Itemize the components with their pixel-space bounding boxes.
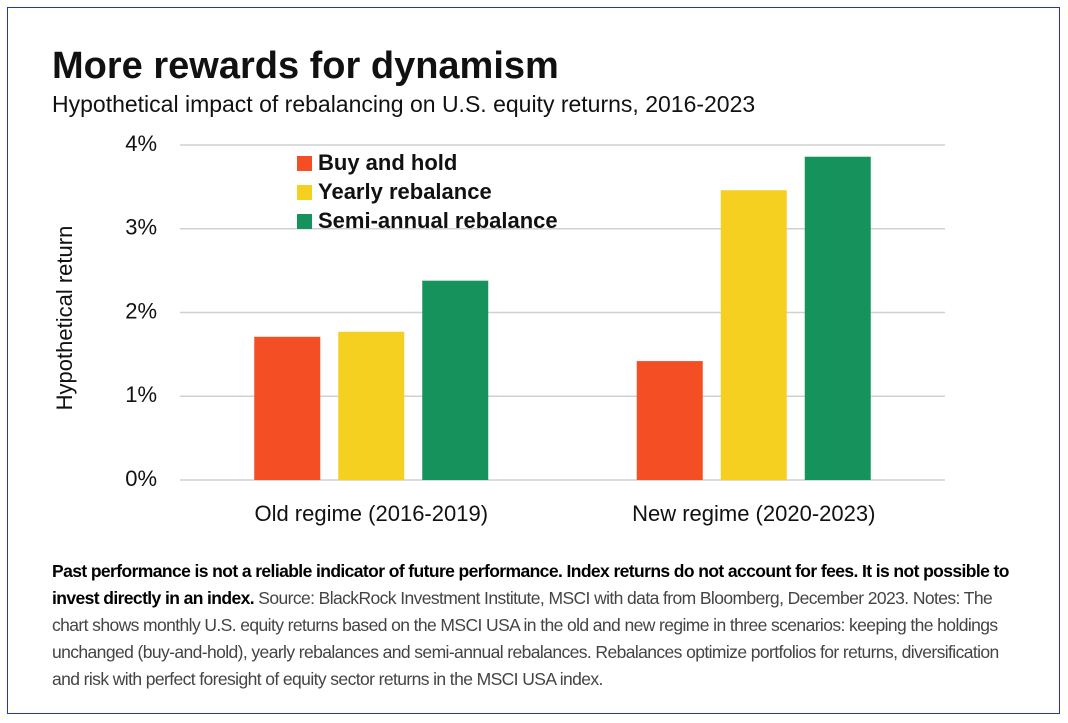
y-tick-label: 0% bbox=[125, 466, 157, 491]
bar bbox=[338, 331, 405, 480]
y-tick-label: 3% bbox=[125, 215, 157, 240]
y-tick-label: 4% bbox=[125, 131, 157, 156]
frame bbox=[7, 7, 1060, 714]
bar bbox=[422, 280, 489, 480]
legend-label: Semi-annual rebalance bbox=[318, 208, 558, 233]
bar bbox=[636, 361, 703, 480]
bar bbox=[804, 156, 871, 480]
chart-subtitle: Hypothetical impact of rebalancing on U.… bbox=[52, 91, 755, 117]
x-tick-label: New regime (2020-2023) bbox=[632, 501, 875, 526]
x-tick-label: Old regime (2016-2019) bbox=[254, 501, 488, 526]
legend-swatch bbox=[297, 214, 312, 229]
footnote: Past performance is not a reliable indic… bbox=[52, 558, 1022, 693]
bar bbox=[720, 190, 787, 480]
legend-label: Yearly rebalance bbox=[318, 179, 492, 204]
legend-label: Buy and hold bbox=[318, 150, 457, 175]
legend-swatch bbox=[297, 185, 312, 200]
y-axis-label: Hypothetical return bbox=[52, 226, 77, 411]
footnote-bold: Past performance is not a reliable indic… bbox=[52, 561, 1009, 608]
bar bbox=[254, 336, 321, 480]
footnote-text: Source: BlackRock Investment Institute, … bbox=[52, 588, 999, 689]
y-tick-label: 1% bbox=[125, 382, 157, 407]
legend-swatch bbox=[297, 156, 312, 171]
chart-title: More rewards for dynamism bbox=[52, 45, 559, 87]
y-tick-label: 2% bbox=[125, 298, 157, 323]
